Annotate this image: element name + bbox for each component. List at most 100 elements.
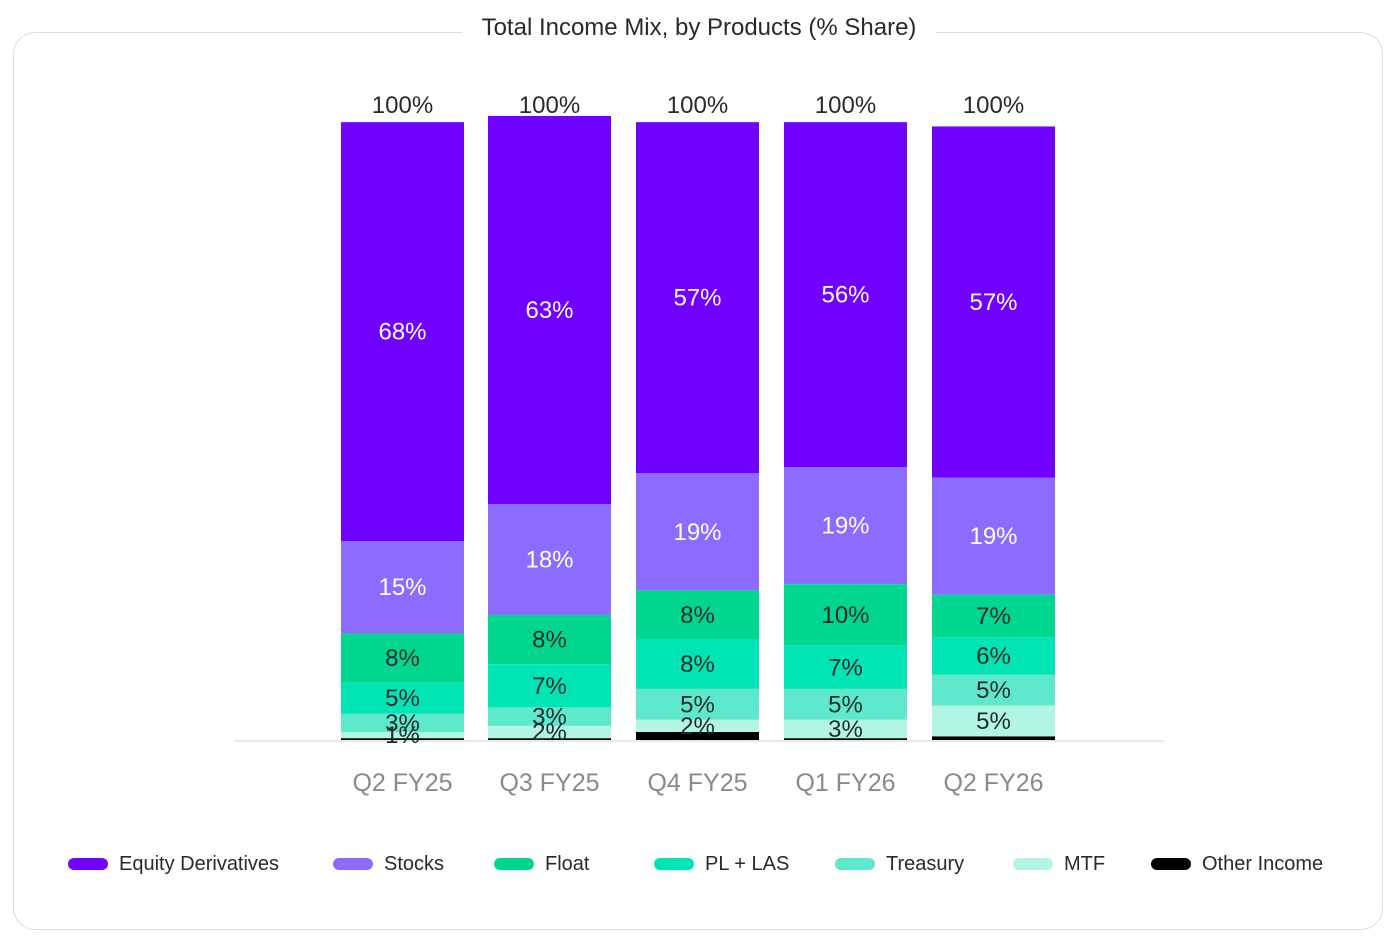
bar-data-label: 8% bbox=[385, 645, 420, 672]
legend-swatch bbox=[1151, 858, 1191, 870]
legend-label: Equity Derivatives bbox=[119, 852, 280, 875]
bar-segment bbox=[341, 713, 464, 732]
bar-data-label: 1% bbox=[385, 722, 420, 749]
legend-item: Treasury bbox=[835, 850, 964, 878]
bar-data-label: 7% bbox=[532, 673, 567, 700]
legend-swatch bbox=[654, 858, 694, 870]
x-tick-label: Q2 FY26 bbox=[943, 769, 1043, 797]
bar-segment bbox=[488, 115, 611, 505]
bar-data-label: 15% bbox=[378, 574, 426, 601]
bar-stack bbox=[488, 115, 611, 740]
bar-data-label: 8% bbox=[532, 627, 567, 654]
chart-legend: Equity Derivatives Stocks Float PL + LAS Tre… bbox=[0, 850, 1398, 880]
chart-title-text: Total Income Mix, by Products (% Share) bbox=[461, 14, 937, 41]
bar-segment bbox=[488, 707, 611, 726]
legend-swatch bbox=[494, 858, 534, 870]
bar-data-label: 3% bbox=[385, 710, 420, 737]
legend-swatch bbox=[1013, 858, 1053, 870]
bar-segment bbox=[932, 637, 1055, 675]
bar-data-label: 57% bbox=[969, 289, 1017, 316]
x-tick-label: Q1 FY26 bbox=[795, 769, 895, 797]
stacked-bar-chart: 1%3%5%8%15%68%100%Q2 FY252%3%7%8%18%63%1… bbox=[234, 92, 1164, 797]
bar-data-label: 5% bbox=[828, 691, 863, 718]
bar-segment bbox=[784, 467, 907, 585]
bar-data-label: 19% bbox=[673, 519, 721, 546]
bar-stack bbox=[341, 122, 464, 740]
legend-label: Stocks bbox=[384, 852, 445, 875]
legend-label: PL + LAS bbox=[705, 852, 790, 875]
bar-data-label: 7% bbox=[976, 603, 1011, 630]
bar-segment bbox=[932, 126, 1055, 478]
bar-data-label: 18% bbox=[525, 547, 573, 574]
legend-swatch bbox=[68, 858, 108, 870]
bar-segment bbox=[341, 541, 464, 634]
bar-data-label: 3% bbox=[828, 716, 863, 743]
bar-segment bbox=[932, 594, 1055, 638]
bar-data-label: 5% bbox=[976, 677, 1011, 704]
bar-segment bbox=[784, 122, 907, 468]
bar-data-label: 6% bbox=[976, 643, 1011, 670]
bar-segment bbox=[341, 731, 464, 739]
bar-data-label: 8% bbox=[680, 602, 715, 629]
legend-item: Other Income bbox=[1151, 850, 1323, 878]
bar-data-label: 57% bbox=[673, 285, 721, 312]
bar-total-label: 100% bbox=[815, 92, 876, 119]
bar-data-label: 68% bbox=[378, 319, 426, 346]
bar-data-label: 10% bbox=[821, 602, 869, 629]
legend-label: Float bbox=[545, 852, 590, 875]
bar-data-label: 3% bbox=[532, 704, 567, 731]
legend-item: MTF bbox=[1013, 850, 1105, 878]
bar-data-label: 2% bbox=[532, 719, 567, 746]
legend-item: Float bbox=[494, 850, 589, 878]
bar-data-label: 8% bbox=[680, 651, 715, 678]
bar-segment bbox=[636, 719, 759, 732]
bar-data-label: 63% bbox=[525, 297, 573, 324]
bar-segment bbox=[636, 639, 759, 689]
chart-title: Total Income Mix, by Products (% Share) bbox=[0, 14, 1398, 42]
x-tick-label: Q2 FY25 bbox=[352, 769, 452, 797]
x-tick-label: Q3 FY25 bbox=[499, 769, 599, 797]
bar-segment bbox=[488, 504, 611, 615]
bar-total-label: 100% bbox=[372, 92, 433, 119]
legend-item: Equity Derivatives bbox=[68, 850, 279, 878]
bar-data-label: 19% bbox=[969, 523, 1017, 550]
bar-segment bbox=[636, 473, 759, 591]
bar-data-label: 2% bbox=[680, 713, 715, 740]
bar-segment bbox=[636, 590, 759, 640]
bar-data-label: 7% bbox=[828, 654, 863, 681]
bar-data-label: 56% bbox=[821, 282, 869, 309]
bar-segment bbox=[341, 122, 464, 542]
x-tick-label: Q4 FY25 bbox=[647, 769, 747, 797]
bar-segment bbox=[341, 682, 464, 714]
legend-swatch bbox=[835, 858, 875, 870]
bar-segment bbox=[488, 664, 611, 708]
bar-segment bbox=[488, 614, 611, 665]
bar-segment bbox=[784, 688, 907, 720]
bar-stack bbox=[932, 126, 1055, 740]
bar-total-label: 100% bbox=[667, 92, 728, 119]
bar-segment bbox=[784, 738, 907, 740]
bar-data-label: 5% bbox=[385, 685, 420, 712]
bar-segment bbox=[784, 584, 907, 646]
bar-data-label: 5% bbox=[976, 708, 1011, 735]
legend-swatch bbox=[333, 858, 373, 870]
bar-segment bbox=[636, 688, 759, 720]
bar-segment bbox=[488, 738, 611, 740]
bar-segment bbox=[636, 122, 759, 474]
bar-data-label: 5% bbox=[680, 691, 715, 718]
bar-stack bbox=[784, 122, 907, 740]
bar-stack bbox=[636, 122, 759, 740]
legend-label: Other Income bbox=[1202, 852, 1324, 875]
legend-item: PL + LAS bbox=[654, 850, 789, 878]
bar-segment bbox=[784, 719, 907, 739]
bar-segment bbox=[341, 738, 464, 740]
bar-total-label: 100% bbox=[519, 92, 580, 119]
bar-data-label: 19% bbox=[821, 513, 869, 540]
legend-item: Stocks bbox=[333, 850, 444, 878]
bar-total-label: 100% bbox=[963, 92, 1024, 119]
legend-label: Treasury bbox=[886, 852, 965, 875]
bar-segment bbox=[932, 736, 1055, 740]
bar-segment bbox=[488, 725, 611, 739]
legend-label: MTF bbox=[1064, 852, 1106, 875]
bar-segment bbox=[932, 674, 1055, 706]
